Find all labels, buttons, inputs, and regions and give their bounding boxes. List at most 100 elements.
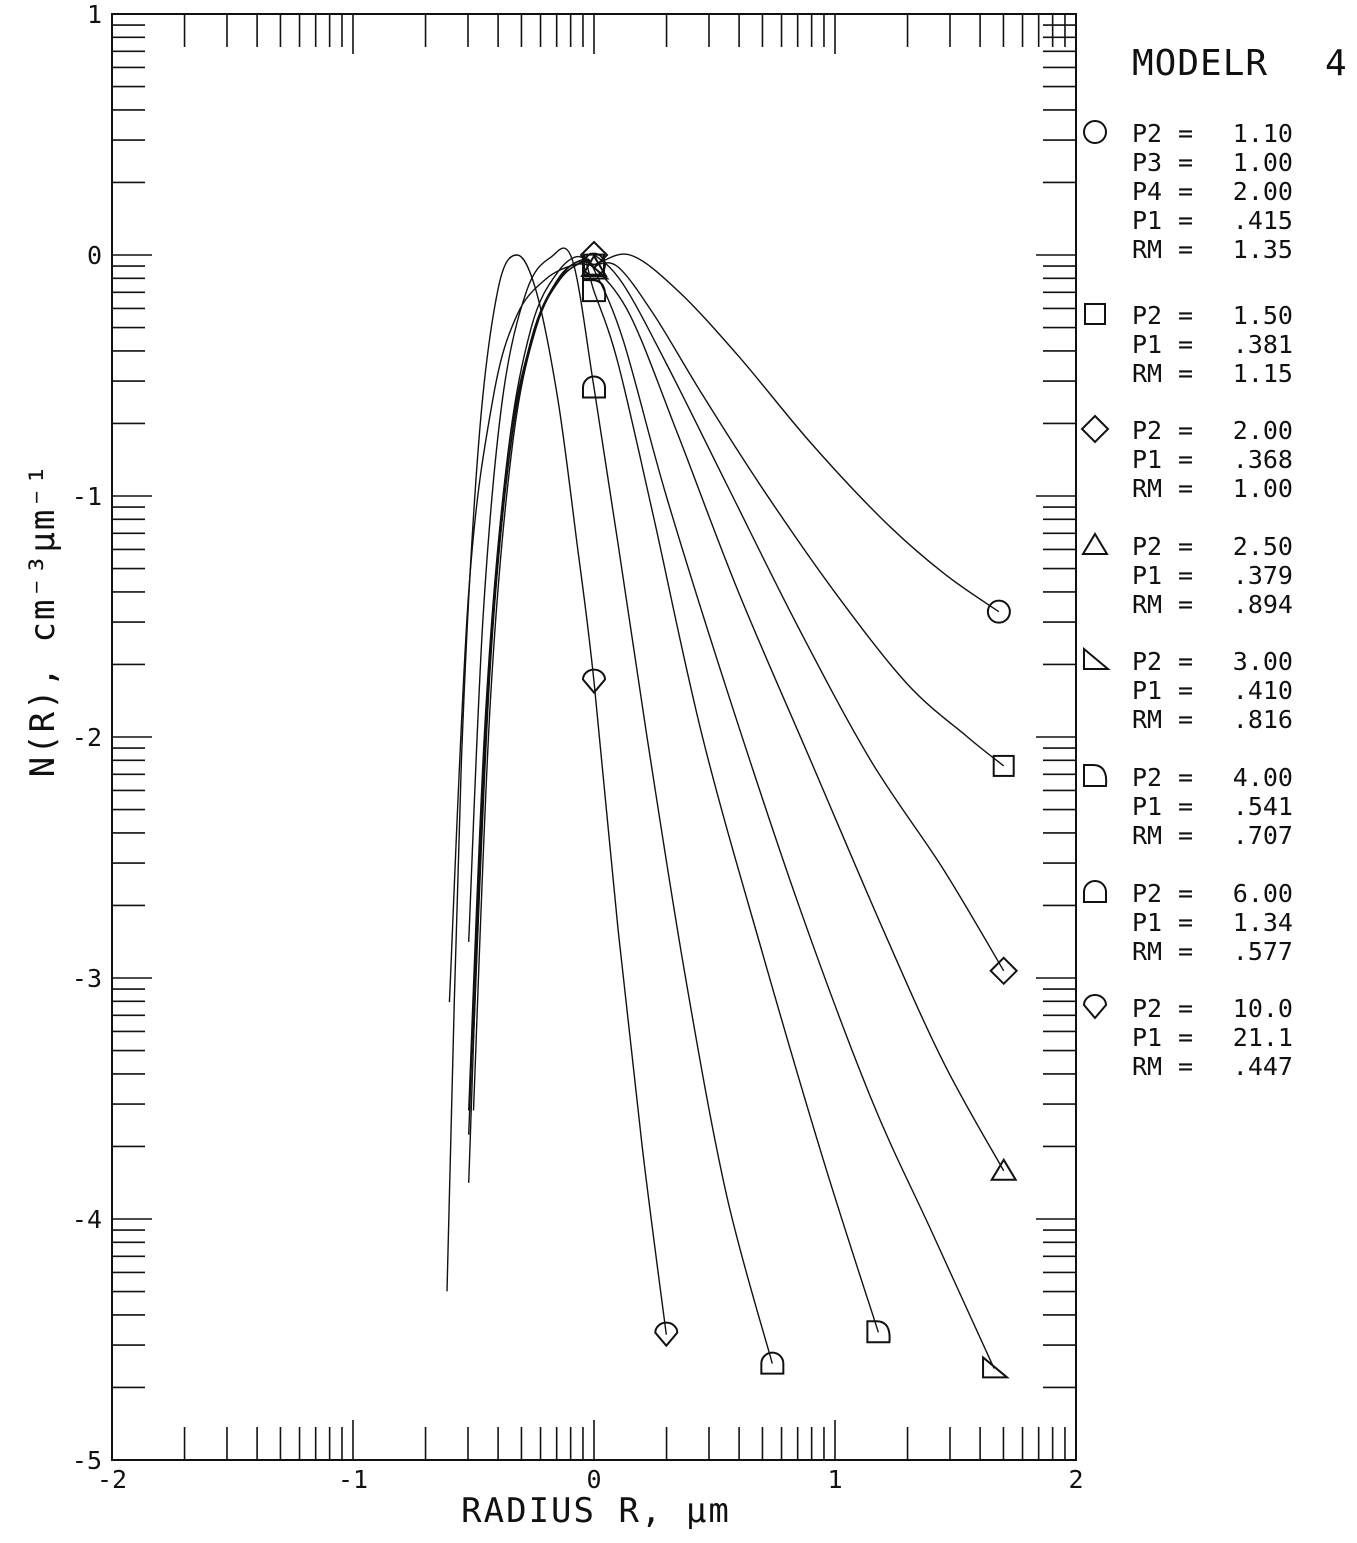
legend-param-value: 1.34 bbox=[1233, 908, 1293, 937]
curve-series-2 bbox=[468, 260, 1005, 1111]
legend-param-name: P2 bbox=[1132, 879, 1162, 908]
legend-equals: = bbox=[1178, 148, 1193, 177]
legend-equals: = bbox=[1178, 177, 1193, 206]
legend-param-value: 21.1 bbox=[1233, 1023, 1293, 1052]
legend-param-value: 1.00 bbox=[1233, 148, 1293, 177]
legend-param-name: RM bbox=[1132, 474, 1162, 503]
x-tick-label: 2 bbox=[1068, 1465, 1083, 1494]
legend-equals: = bbox=[1178, 474, 1193, 503]
legend-param-value: .381 bbox=[1233, 330, 1293, 359]
legend-equals: = bbox=[1178, 994, 1193, 1023]
legend-equals: = bbox=[1178, 445, 1193, 474]
x-tick-label: -2 bbox=[97, 1465, 127, 1494]
legend-param-name: P1 bbox=[1132, 445, 1162, 474]
legend-param-name: P4 bbox=[1132, 177, 1162, 206]
plot-border bbox=[111, 13, 1077, 1461]
legend-param-name: RM bbox=[1132, 937, 1162, 966]
legend-param-value: .894 bbox=[1233, 590, 1293, 619]
data-markers bbox=[579, 240, 1019, 1379]
legend-equals: = bbox=[1178, 330, 1193, 359]
marker-right-triangle bbox=[982, 1355, 1010, 1379]
legend-equals: = bbox=[1178, 235, 1193, 264]
legend-marker-bottom-point bbox=[1082, 994, 1108, 1020]
legend-param-value: 10.0 bbox=[1233, 994, 1293, 1023]
legend-param-name: P1 bbox=[1132, 908, 1162, 937]
y-tick-label: 1 bbox=[87, 0, 102, 29]
legend-param-name: P2 bbox=[1132, 763, 1162, 792]
legend-param-name: P2 bbox=[1132, 994, 1162, 1023]
legend-equals: = bbox=[1178, 908, 1193, 937]
legend-equals: = bbox=[1178, 561, 1193, 590]
legend-param-value: .541 bbox=[1233, 792, 1293, 821]
legend-param-value: 1.00 bbox=[1233, 474, 1293, 503]
legend-param-value: .410 bbox=[1233, 676, 1293, 705]
legend-param-name: P2 bbox=[1132, 647, 1162, 676]
x-axis-title: RADIUS R, µm bbox=[461, 1491, 731, 1531]
legend-param-value: 2.00 bbox=[1233, 177, 1293, 206]
legend-param-value: .816 bbox=[1233, 705, 1293, 734]
legend-equals: = bbox=[1178, 676, 1193, 705]
legend-equals: = bbox=[1178, 119, 1193, 148]
legend-marker-bell bbox=[1083, 880, 1107, 903]
legend-param-value: .707 bbox=[1233, 821, 1293, 850]
legend-param-name: RM bbox=[1132, 590, 1162, 619]
legend-equals: = bbox=[1178, 937, 1193, 966]
legend-param-name: P2 bbox=[1132, 301, 1162, 330]
legend-equals: = bbox=[1178, 206, 1193, 235]
x-tick-label: 1 bbox=[827, 1465, 842, 1494]
legend-param-value: .368 bbox=[1233, 445, 1293, 474]
legend-param-name: P1 bbox=[1132, 1023, 1162, 1052]
legend-param-name: RM bbox=[1132, 1052, 1162, 1081]
marker-right-triangle bbox=[582, 256, 610, 280]
legend-equals: = bbox=[1178, 301, 1193, 330]
legend-marker-triangle bbox=[1081, 532, 1109, 555]
legend-param-value: 1.35 bbox=[1233, 235, 1293, 264]
legend-param-name: P1 bbox=[1132, 206, 1162, 235]
legend-param-name: P2 bbox=[1132, 416, 1162, 445]
curve-series-8 bbox=[446, 254, 667, 1335]
model-number: 4 bbox=[1325, 43, 1348, 84]
legend-param-name: RM bbox=[1132, 359, 1162, 388]
data-curves bbox=[446, 247, 1005, 1369]
legend-param-name: P1 bbox=[1132, 792, 1162, 821]
legend-equals: = bbox=[1178, 792, 1193, 821]
legend-param-value: 1.10 bbox=[1233, 119, 1293, 148]
legend-param-name: P2 bbox=[1132, 532, 1162, 561]
legend-param-value: 4.00 bbox=[1233, 763, 1293, 792]
legend-param-value: .415 bbox=[1233, 206, 1293, 235]
y-tick-label: 0 bbox=[87, 241, 102, 270]
legend-marker-diamond bbox=[1080, 414, 1110, 444]
legend-marker-right-triangle bbox=[1083, 646, 1111, 670]
legend-equals: = bbox=[1178, 763, 1193, 792]
legend-equals: = bbox=[1178, 1023, 1193, 1052]
y-tick-label: -3 bbox=[72, 964, 102, 993]
legend-equals: = bbox=[1178, 1052, 1193, 1081]
y-tick-label: -1 bbox=[72, 482, 102, 511]
marker-d-shape bbox=[582, 279, 607, 303]
legend-param-value: 1.50 bbox=[1233, 301, 1293, 330]
legend-param-name: P2 bbox=[1132, 119, 1162, 148]
legend-param-value: 6.00 bbox=[1233, 879, 1293, 908]
marker-bottom-point bbox=[581, 668, 607, 695]
marker-triangle bbox=[580, 254, 608, 278]
legend-param-name: P1 bbox=[1132, 330, 1162, 359]
curve-series-5 bbox=[472, 258, 995, 1369]
y-tick-label: -4 bbox=[72, 1205, 102, 1234]
legend-param-name: RM bbox=[1132, 705, 1162, 734]
plot-frame bbox=[111, 13, 1077, 1461]
legend-equals: = bbox=[1178, 590, 1193, 619]
marker-triangle bbox=[989, 1157, 1018, 1181]
legend-param-value: .577 bbox=[1233, 937, 1293, 966]
y-tick-label: -2 bbox=[72, 723, 102, 752]
marker-bell bbox=[760, 1351, 785, 1375]
model-title-label: MODELR bbox=[1132, 43, 1268, 84]
legend: P2 = 1.10 P3 = 1.00 P4 = 2.00 P1 = .415 RM = 1.35 P2 = 1.… bbox=[1080, 119, 1293, 1081]
legend-equals: = bbox=[1178, 647, 1193, 676]
legend-equals: = bbox=[1178, 416, 1193, 445]
legend-param-value: 3.00 bbox=[1233, 647, 1293, 676]
legend-param-name: P1 bbox=[1132, 561, 1162, 590]
y-tick-label: -5 bbox=[72, 1446, 102, 1475]
legend-equals: = bbox=[1178, 532, 1193, 561]
legend-param-value: 1.15 bbox=[1233, 359, 1293, 388]
